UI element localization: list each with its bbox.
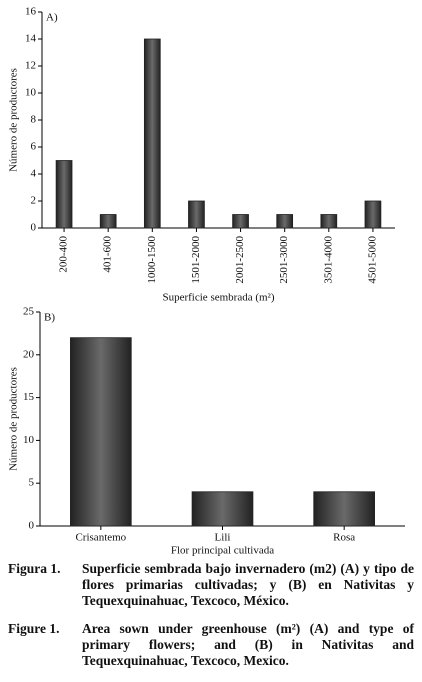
y-tick-label: 0 <box>29 520 35 532</box>
bar <box>55 160 73 229</box>
bar <box>143 38 161 229</box>
y-tick-label: 10 <box>25 87 37 99</box>
y-tick-label: 10 <box>23 434 35 446</box>
y-axis-label: Número de productores <box>8 367 20 471</box>
bar <box>70 337 132 527</box>
bar <box>232 214 249 229</box>
x-tick-label: 4501-5000 <box>366 236 378 284</box>
x-tick-label: 2001-2500 <box>234 236 246 284</box>
x-tick-label: 1501-2000 <box>190 236 202 284</box>
y-tick-label: 4 <box>31 168 37 180</box>
x-tick-label: Crisantemo <box>75 532 126 544</box>
caption-label: Figura 1. <box>8 561 61 576</box>
bar <box>313 491 375 527</box>
y-tick-label: 2 <box>31 195 37 207</box>
x-tick-label: 2501-3000 <box>278 236 290 284</box>
caption-text: Superficie sembrada bajo invernadero (m2… <box>82 561 414 608</box>
x-tick-label: 200-400 <box>58 236 70 273</box>
y-tick-label: 0 <box>31 222 37 234</box>
bar <box>276 214 294 229</box>
bar <box>191 491 254 527</box>
y-tick-label: 12 <box>25 60 36 72</box>
charts: A) Número de productores Superficie sembra… <box>8 6 405 557</box>
y-tick-label: 16 <box>25 6 37 18</box>
bar <box>320 214 338 229</box>
x-axis-label: Superficie sembrada (m²) <box>162 292 274 304</box>
y-tick-label: 25 <box>23 306 35 318</box>
y-tick-label: 5 <box>29 477 35 489</box>
bar <box>364 200 382 229</box>
y-tick-label: 6 <box>31 141 37 153</box>
panel-label: A) <box>46 12 58 24</box>
x-tick-label: Lili <box>215 532 231 544</box>
bar <box>99 214 117 229</box>
y-tick-label: 15 <box>23 391 35 403</box>
caption-es: Figura 1. Superficie sembrada bajo invern… <box>8 561 414 609</box>
panel-label: B) <box>44 312 55 324</box>
y-tick-label: 14 <box>25 33 37 45</box>
y-axis-label: Número de productores <box>8 68 20 172</box>
x-tick-label: Rosa <box>333 532 355 544</box>
caption-text: Area sown under greenhouse (m²) (A) and … <box>82 621 414 668</box>
x-tick-label: 1000-1500 <box>146 236 158 284</box>
bar <box>188 200 205 229</box>
x-axis-label: Flor principal cultivada <box>171 545 274 557</box>
x-tick-label: 401-600 <box>102 236 114 273</box>
y-tick-label: 20 <box>23 348 35 360</box>
y-tick-label: 8 <box>31 114 37 126</box>
caption-en: Figure 1. Area sown under greenhouse (m²)… <box>8 621 414 669</box>
caption-label: Figure 1. <box>8 621 60 636</box>
x-tick-label: 3501-4000 <box>322 236 334 284</box>
